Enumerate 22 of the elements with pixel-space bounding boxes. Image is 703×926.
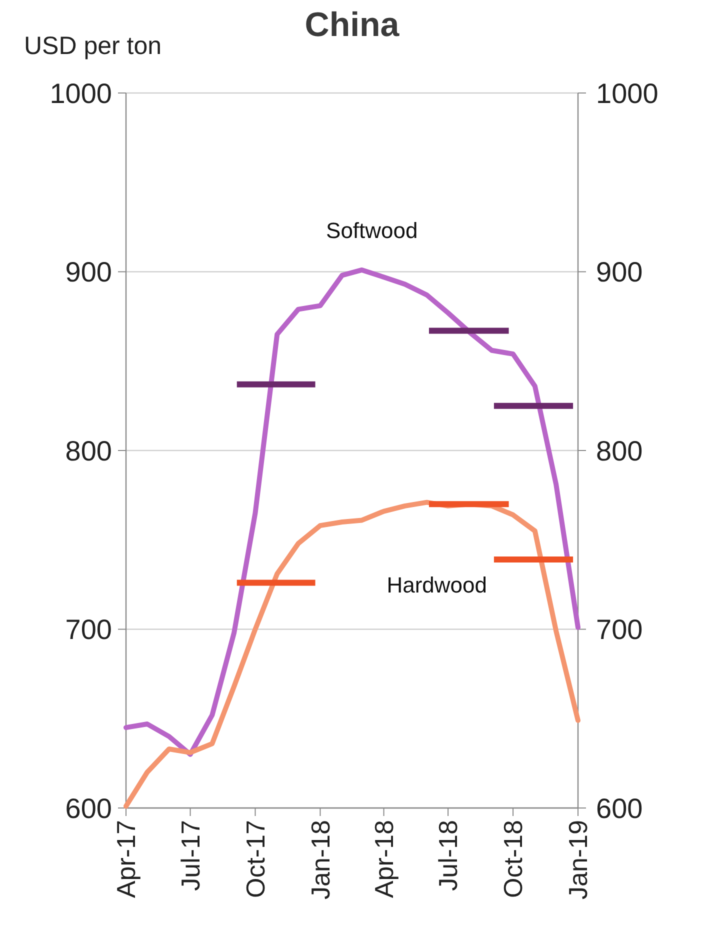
x-tick-label: Jul-17 — [175, 820, 206, 891]
text: Hardwood — [386, 572, 488, 598]
x-tick-label: Oct-18 — [498, 820, 528, 898]
y-tick-label: 600 — [65, 792, 112, 824]
y2-tick-label: 700 — [596, 614, 643, 646]
x-tick-label: Jan-19 — [563, 820, 594, 900]
y2-tick-label: 800 — [596, 435, 643, 466]
y-axis-title: USD per ton — [24, 32, 162, 60]
x-tick-label: Apr-18 — [368, 820, 399, 898]
x-tick-label: Jul-18 — [433, 820, 464, 891]
x-tick-label: Apr-17 — [111, 820, 142, 898]
x-tick-label: Oct-17 — [240, 820, 270, 898]
y-tick-label: 1000 — [50, 78, 112, 109]
y-tick-label: 900 — [65, 256, 112, 288]
series-label: Softwood — [326, 218, 418, 243]
y2-tick-label: 600 — [596, 792, 643, 824]
y-tick-label: 800 — [65, 435, 112, 466]
y2-tick-label: 1000 — [596, 78, 658, 109]
y-tick-label: 700 — [65, 614, 112, 646]
y2-tick-label: 900 — [596, 256, 643, 288]
x-tick-label: Jan-18 — [305, 820, 336, 900]
chart-title: China — [304, 6, 400, 44]
